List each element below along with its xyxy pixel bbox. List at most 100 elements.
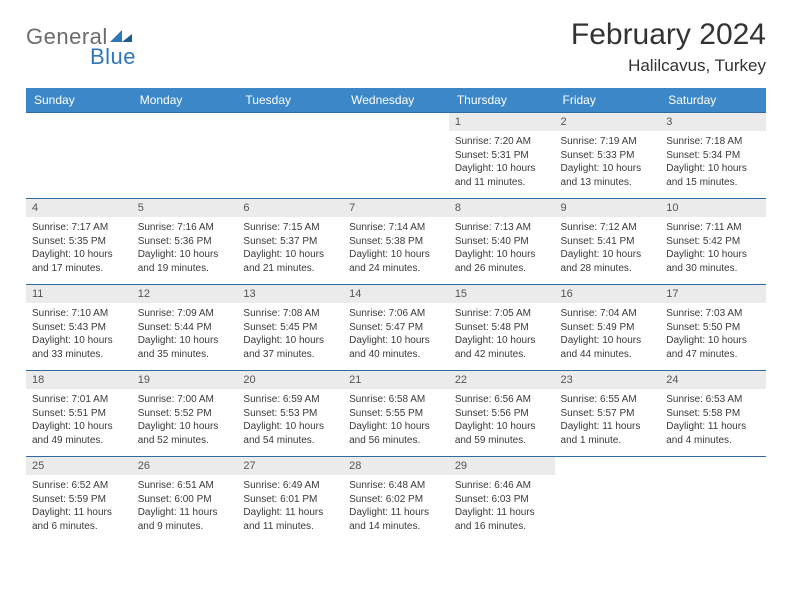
day-cell: 28Sunrise: 6:48 AMSunset: 6:02 PMDayligh… <box>343 457 449 543</box>
day-sr: Sunrise: 7:00 AM <box>138 393 232 407</box>
day-sr: Sunrise: 6:52 AM <box>32 479 126 493</box>
day-ss: Sunset: 5:43 PM <box>32 321 126 335</box>
day-number: 2 <box>555 113 661 131</box>
day-number: 22 <box>449 371 555 389</box>
day-number: 12 <box>132 285 238 303</box>
day-body: Sunrise: 7:12 AMSunset: 5:41 PMDaylight:… <box>555 217 661 277</box>
day-body: Sunrise: 7:11 AMSunset: 5:42 PMDaylight:… <box>660 217 766 277</box>
day-cell: 10Sunrise: 7:11 AMSunset: 5:42 PMDayligh… <box>660 199 766 285</box>
day-ss: Sunset: 5:34 PM <box>666 149 760 163</box>
day-dl2: and 59 minutes. <box>455 434 549 448</box>
day-dl1: Daylight: 10 hours <box>349 248 443 262</box>
day-dl1: Daylight: 10 hours <box>455 248 549 262</box>
day-cell: 24Sunrise: 6:53 AMSunset: 5:58 PMDayligh… <box>660 371 766 457</box>
day-dl1: Daylight: 10 hours <box>32 248 126 262</box>
day-cell: 7Sunrise: 7:14 AMSunset: 5:38 PMDaylight… <box>343 199 449 285</box>
day-number: 11 <box>26 285 132 303</box>
day-dl2: and 40 minutes. <box>349 348 443 362</box>
day-dl1: Daylight: 10 hours <box>561 162 655 176</box>
day-dl1: Daylight: 10 hours <box>138 248 232 262</box>
day-cell: 25Sunrise: 6:52 AMSunset: 5:59 PMDayligh… <box>26 457 132 543</box>
day-sr: Sunrise: 7:16 AM <box>138 221 232 235</box>
day-number: 7 <box>343 199 449 217</box>
dow-header: Saturday <box>660 88 766 113</box>
day-dl1: Daylight: 10 hours <box>561 248 655 262</box>
day-body: Sunrise: 6:53 AMSunset: 5:58 PMDaylight:… <box>660 389 766 449</box>
day-number: 23 <box>555 371 661 389</box>
day-number: 16 <box>555 285 661 303</box>
day-sr: Sunrise: 7:08 AM <box>243 307 337 321</box>
day-dl2: and 44 minutes. <box>561 348 655 362</box>
day-number: 25 <box>26 457 132 475</box>
day-cell: 4Sunrise: 7:17 AMSunset: 5:35 PMDaylight… <box>26 199 132 285</box>
day-body: Sunrise: 7:04 AMSunset: 5:49 PMDaylight:… <box>555 303 661 363</box>
day-dl2: and 24 minutes. <box>349 262 443 276</box>
day-dl1: Daylight: 11 hours <box>561 420 655 434</box>
day-body: Sunrise: 7:06 AMSunset: 5:47 PMDaylight:… <box>343 303 449 363</box>
day-cell: 21Sunrise: 6:58 AMSunset: 5:55 PMDayligh… <box>343 371 449 457</box>
day-body: Sunrise: 6:56 AMSunset: 5:56 PMDaylight:… <box>449 389 555 449</box>
day-cell: 29Sunrise: 6:46 AMSunset: 6:03 PMDayligh… <box>449 457 555 543</box>
day-sr: Sunrise: 7:09 AM <box>138 307 232 321</box>
day-dl2: and 52 minutes. <box>138 434 232 448</box>
day-body: Sunrise: 7:19 AMSunset: 5:33 PMDaylight:… <box>555 131 661 191</box>
day-number: 5 <box>132 199 238 217</box>
day-ss: Sunset: 5:45 PM <box>243 321 337 335</box>
day-ss: Sunset: 5:48 PM <box>455 321 549 335</box>
day-dl1: Daylight: 11 hours <box>32 506 126 520</box>
day-cell: 12Sunrise: 7:09 AMSunset: 5:44 PMDayligh… <box>132 285 238 371</box>
day-ss: Sunset: 5:55 PM <box>349 407 443 421</box>
title-block: February 2024 Halilcavus, Turkey <box>571 18 766 76</box>
day-dl1: Daylight: 10 hours <box>455 334 549 348</box>
day-dl2: and 35 minutes. <box>138 348 232 362</box>
day-dl1: Daylight: 11 hours <box>349 506 443 520</box>
day-ss: Sunset: 5:37 PM <box>243 235 337 249</box>
day-sr: Sunrise: 6:59 AM <box>243 393 337 407</box>
day-number: 14 <box>343 285 449 303</box>
day-number: 9 <box>555 199 661 217</box>
day-body: Sunrise: 7:08 AMSunset: 5:45 PMDaylight:… <box>237 303 343 363</box>
day-body: Sunrise: 6:58 AMSunset: 5:55 PMDaylight:… <box>343 389 449 449</box>
day-body: Sunrise: 6:52 AMSunset: 5:59 PMDaylight:… <box>26 475 132 535</box>
dow-header: Tuesday <box>237 88 343 113</box>
day-cell <box>237 113 343 199</box>
day-ss: Sunset: 5:42 PM <box>666 235 760 249</box>
day-dl1: Daylight: 10 hours <box>243 420 337 434</box>
day-cell <box>555 457 661 543</box>
day-dl1: Daylight: 11 hours <box>243 506 337 520</box>
day-number: 13 <box>237 285 343 303</box>
week-row: 4Sunrise: 7:17 AMSunset: 5:35 PMDaylight… <box>26 199 766 285</box>
day-cell: 15Sunrise: 7:05 AMSunset: 5:48 PMDayligh… <box>449 285 555 371</box>
day-number: 19 <box>132 371 238 389</box>
day-dl2: and 21 minutes. <box>243 262 337 276</box>
day-ss: Sunset: 5:41 PM <box>561 235 655 249</box>
day-body: Sunrise: 7:00 AMSunset: 5:52 PMDaylight:… <box>132 389 238 449</box>
day-cell: 16Sunrise: 7:04 AMSunset: 5:49 PMDayligh… <box>555 285 661 371</box>
day-cell: 8Sunrise: 7:13 AMSunset: 5:40 PMDaylight… <box>449 199 555 285</box>
day-body: Sunrise: 6:46 AMSunset: 6:03 PMDaylight:… <box>449 475 555 535</box>
day-ss: Sunset: 5:31 PM <box>455 149 549 163</box>
day-dl1: Daylight: 10 hours <box>455 420 549 434</box>
day-body: Sunrise: 6:48 AMSunset: 6:02 PMDaylight:… <box>343 475 449 535</box>
day-dl1: Daylight: 10 hours <box>32 420 126 434</box>
day-cell: 18Sunrise: 7:01 AMSunset: 5:51 PMDayligh… <box>26 371 132 457</box>
day-body: Sunrise: 7:14 AMSunset: 5:38 PMDaylight:… <box>343 217 449 277</box>
day-sr: Sunrise: 6:48 AM <box>349 479 443 493</box>
day-sr: Sunrise: 7:12 AM <box>561 221 655 235</box>
day-dl1: Daylight: 10 hours <box>138 420 232 434</box>
day-number: 17 <box>660 285 766 303</box>
day-cell <box>132 113 238 199</box>
day-dl1: Daylight: 10 hours <box>138 334 232 348</box>
day-dl2: and 9 minutes. <box>138 520 232 534</box>
day-body: Sunrise: 7:20 AMSunset: 5:31 PMDaylight:… <box>449 131 555 191</box>
dow-header: Thursday <box>449 88 555 113</box>
day-cell: 17Sunrise: 7:03 AMSunset: 5:50 PMDayligh… <box>660 285 766 371</box>
day-dl1: Daylight: 11 hours <box>455 506 549 520</box>
day-dl2: and 56 minutes. <box>349 434 443 448</box>
day-number: 3 <box>660 113 766 131</box>
day-number: 4 <box>26 199 132 217</box>
day-dl2: and 17 minutes. <box>32 262 126 276</box>
day-sr: Sunrise: 7:15 AM <box>243 221 337 235</box>
day-dl1: Daylight: 10 hours <box>349 334 443 348</box>
day-sr: Sunrise: 7:14 AM <box>349 221 443 235</box>
